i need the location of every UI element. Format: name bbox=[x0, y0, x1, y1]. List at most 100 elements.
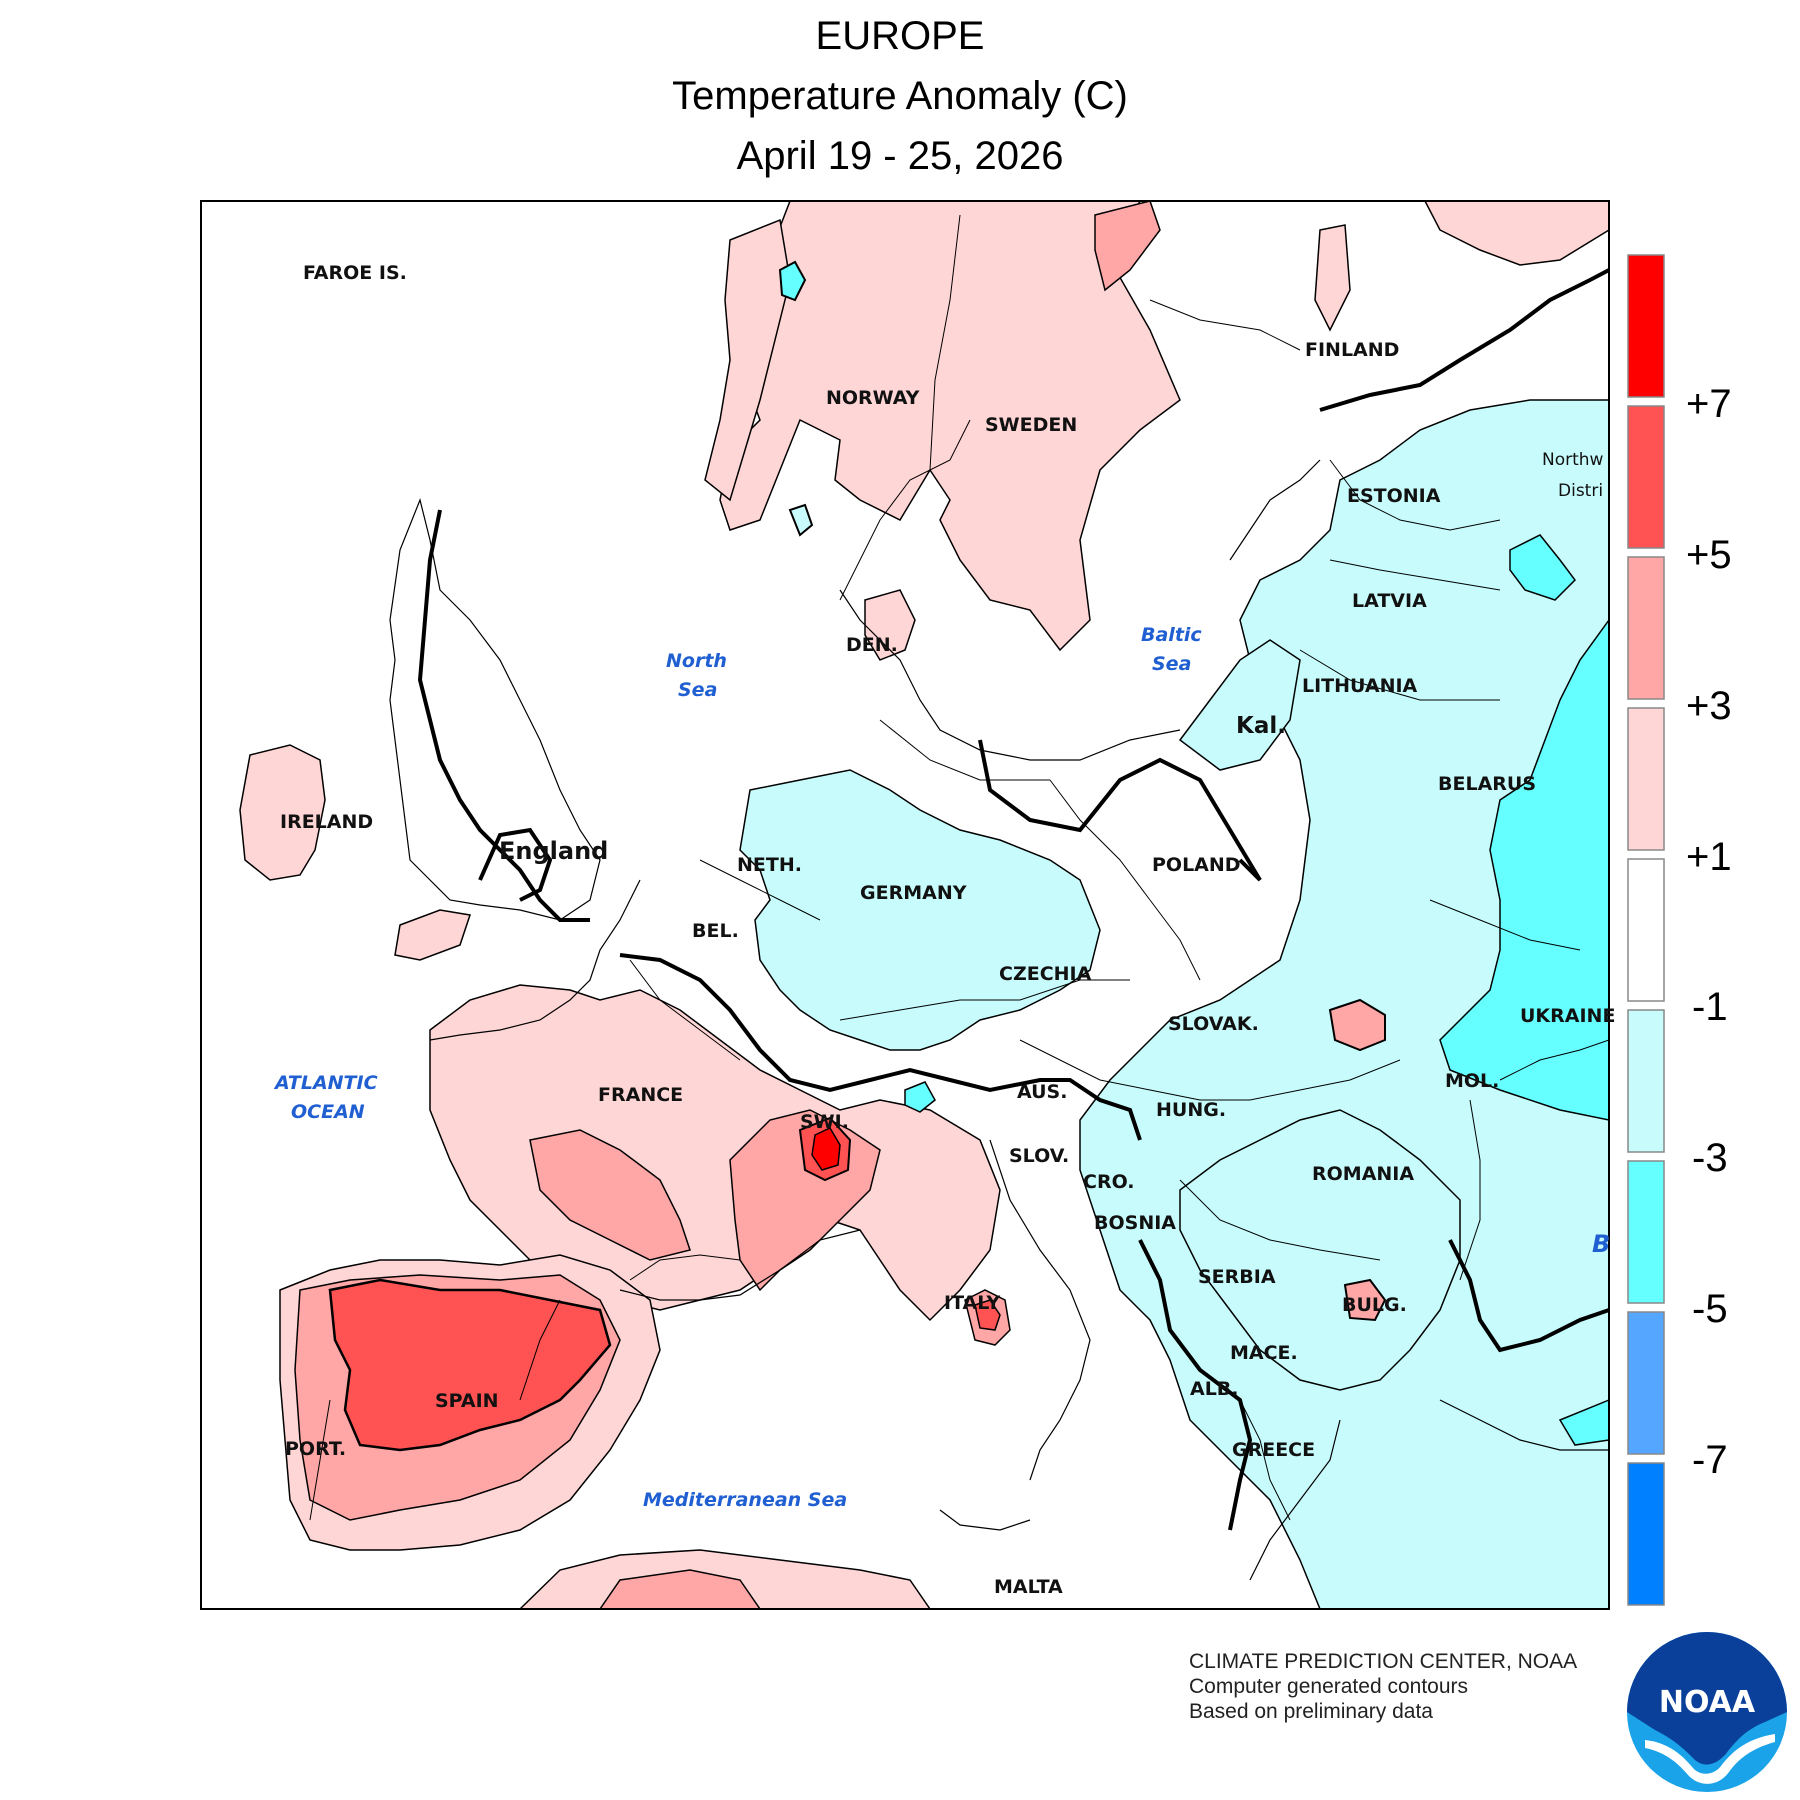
legend-bin-3-5 bbox=[1627, 556, 1665, 700]
zero-contour-uk bbox=[417, 509, 590, 922]
label-moldova: MOL. bbox=[1445, 1070, 1499, 1092]
anomaly-spain-strong-warm bbox=[328, 1278, 612, 1452]
legend-colorbar bbox=[1627, 254, 1665, 1606]
map-title-variable: Temperature Anomaly (C) bbox=[672, 74, 1128, 118]
credit-agency: CLIMATE PREDICTION CENTER, NOAA bbox=[1189, 1650, 1578, 1673]
anomaly-alps-extreme-warm bbox=[811, 1127, 841, 1171]
label-albania: ALB. bbox=[1190, 1378, 1239, 1400]
label-austria: AUS. bbox=[1017, 1081, 1067, 1103]
label-macedonia: MACE. bbox=[1230, 1342, 1298, 1364]
anomaly-black-sea-cool bbox=[1558, 1399, 1609, 1446]
legend-label-p5: +5 bbox=[1686, 533, 1732, 577]
anomaly-france-sw-warm bbox=[529, 1129, 691, 1261]
label-kaliningrad: Kal. bbox=[1236, 713, 1286, 739]
anomaly-sweden-east-warm bbox=[1094, 201, 1161, 292]
legend-bin-5-7 bbox=[1627, 405, 1665, 549]
label-bosnia: BOSNIA bbox=[1094, 1212, 1176, 1234]
label-slovenia: SLOV. bbox=[1009, 1145, 1069, 1167]
legend-bin-gt7 bbox=[1627, 254, 1665, 398]
label-black-sea-partial: B bbox=[1592, 1230, 1610, 1258]
label-belgium: BEL. bbox=[692, 920, 739, 942]
legend-label-m7: -7 bbox=[1692, 1438, 1728, 1482]
anomaly-italy-strong-warm bbox=[974, 1299, 1001, 1331]
label-hungary: HUNG. bbox=[1156, 1099, 1226, 1121]
label-atlantic-1: ATLANTIC bbox=[273, 1072, 378, 1094]
label-greece: GREECE bbox=[1232, 1439, 1315, 1461]
legend-bin-neutral bbox=[1627, 858, 1665, 1002]
label-faroe: FAROE IS. bbox=[303, 262, 407, 284]
label-italy: ITALY bbox=[944, 1292, 1000, 1314]
label-mediterranean: Mediterranean Sea bbox=[643, 1489, 847, 1511]
anomaly-denmark-warm bbox=[864, 589, 916, 661]
label-france: FRANCE bbox=[598, 1084, 683, 1106]
anomaly-ukraine-warm-blob bbox=[1328, 998, 1386, 1052]
zero-contour-poland bbox=[978, 739, 1262, 882]
anomaly-baltic-cool bbox=[1178, 639, 1301, 771]
label-baltic-sea-1: Baltic bbox=[1141, 624, 1202, 646]
legend-label-p1: +1 bbox=[1686, 835, 1732, 879]
credit-note-preliminary: Based on preliminary data bbox=[1189, 1700, 1433, 1723]
label-sweden: SWEDEN bbox=[985, 414, 1077, 436]
label-germany: GERMANY bbox=[860, 882, 967, 904]
credit-note-contours: Computer generated contours bbox=[1189, 1675, 1468, 1698]
map-field bbox=[201, 201, 1609, 1609]
map-title-region: EUROPE bbox=[815, 14, 985, 58]
anomaly-alps-cool-blob bbox=[904, 1081, 936, 1113]
label-slovakia: SLOVAK. bbox=[1168, 1013, 1259, 1035]
anomaly-cornwall-warm bbox=[394, 909, 471, 961]
legend-label-m5: -5 bbox=[1692, 1287, 1728, 1331]
legend-bin-m3-m5 bbox=[1627, 1160, 1665, 1304]
label-northwest: Northw bbox=[1542, 450, 1604, 470]
zero-contour-finland bbox=[1319, 268, 1609, 412]
label-lithuania: LITHUANIA bbox=[1302, 675, 1418, 697]
coastlines bbox=[389, 459, 1609, 1581]
legend-bin-lt-m7 bbox=[1627, 1462, 1665, 1606]
label-estonia: ESTONIA bbox=[1347, 485, 1441, 507]
legend-label-p7: +7 bbox=[1686, 382, 1732, 426]
legend-label-m3: -3 bbox=[1692, 1136, 1728, 1180]
legend-bin-m1-m3 bbox=[1627, 1009, 1665, 1153]
label-finland: FINLAND bbox=[1305, 339, 1399, 361]
anomaly-algeria-mid-warm bbox=[599, 1569, 761, 1609]
label-district: Distri bbox=[1558, 481, 1603, 501]
label-portugal: PORT. bbox=[285, 1438, 346, 1460]
country-borders bbox=[309, 214, 1609, 1521]
label-netherlands: NETH. bbox=[737, 854, 802, 876]
map-frame bbox=[200, 200, 1610, 1610]
label-ireland: IRELAND bbox=[280, 811, 373, 833]
label-belarus: BELARUS bbox=[1438, 773, 1536, 795]
legend-bin-m5-m7 bbox=[1627, 1311, 1665, 1455]
anomaly-central-cool bbox=[739, 769, 1101, 1051]
legend-bin-1-3 bbox=[1627, 707, 1665, 851]
label-north-sea-1: North bbox=[666, 650, 727, 672]
label-malta: MALTA bbox=[994, 1576, 1063, 1598]
label-norway: NORWAY bbox=[826, 387, 920, 409]
anomaly-finland-north-warm bbox=[1314, 224, 1351, 332]
legend-label-m1: -1 bbox=[1692, 985, 1728, 1029]
label-serbia: SERBIA bbox=[1198, 1266, 1276, 1288]
label-denmark: DEN. bbox=[846, 634, 898, 656]
anomaly-east-strong-cool bbox=[1439, 618, 1609, 1121]
noaa-logo: NOAA bbox=[1627, 1632, 1787, 1792]
label-ukraine: UKRAINE bbox=[1520, 1005, 1615, 1027]
label-north-sea-2: Sea bbox=[678, 679, 717, 701]
anomaly-kola-warm bbox=[1424, 201, 1609, 266]
anomaly-norway-south-cool bbox=[788, 503, 814, 537]
anomaly-norway-cool-blob bbox=[778, 260, 807, 302]
label-baltic-sea-2: Sea bbox=[1152, 653, 1191, 675]
legend-label-p3: +3 bbox=[1686, 684, 1732, 728]
zero-contour-black-sea bbox=[1448, 1239, 1609, 1353]
label-atlantic-2: OCEAN bbox=[291, 1101, 365, 1123]
label-poland: POLAND bbox=[1152, 854, 1241, 876]
noaa-logo-text: NOAA bbox=[1659, 1685, 1756, 1720]
anomaly-bulgaria-warm-blob bbox=[1343, 1278, 1387, 1322]
label-england: England bbox=[499, 837, 608, 865]
label-bulgaria: BULG. bbox=[1342, 1294, 1407, 1316]
label-latvia: LATVIA bbox=[1352, 590, 1427, 612]
zero-contour-england bbox=[478, 827, 553, 902]
label-spain: SPAIN bbox=[435, 1390, 499, 1412]
anomaly-scandinavia-warm bbox=[719, 201, 1181, 652]
label-switzerland: SWI. bbox=[800, 1111, 849, 1133]
zero-contour-balkans bbox=[1138, 1239, 1253, 1531]
